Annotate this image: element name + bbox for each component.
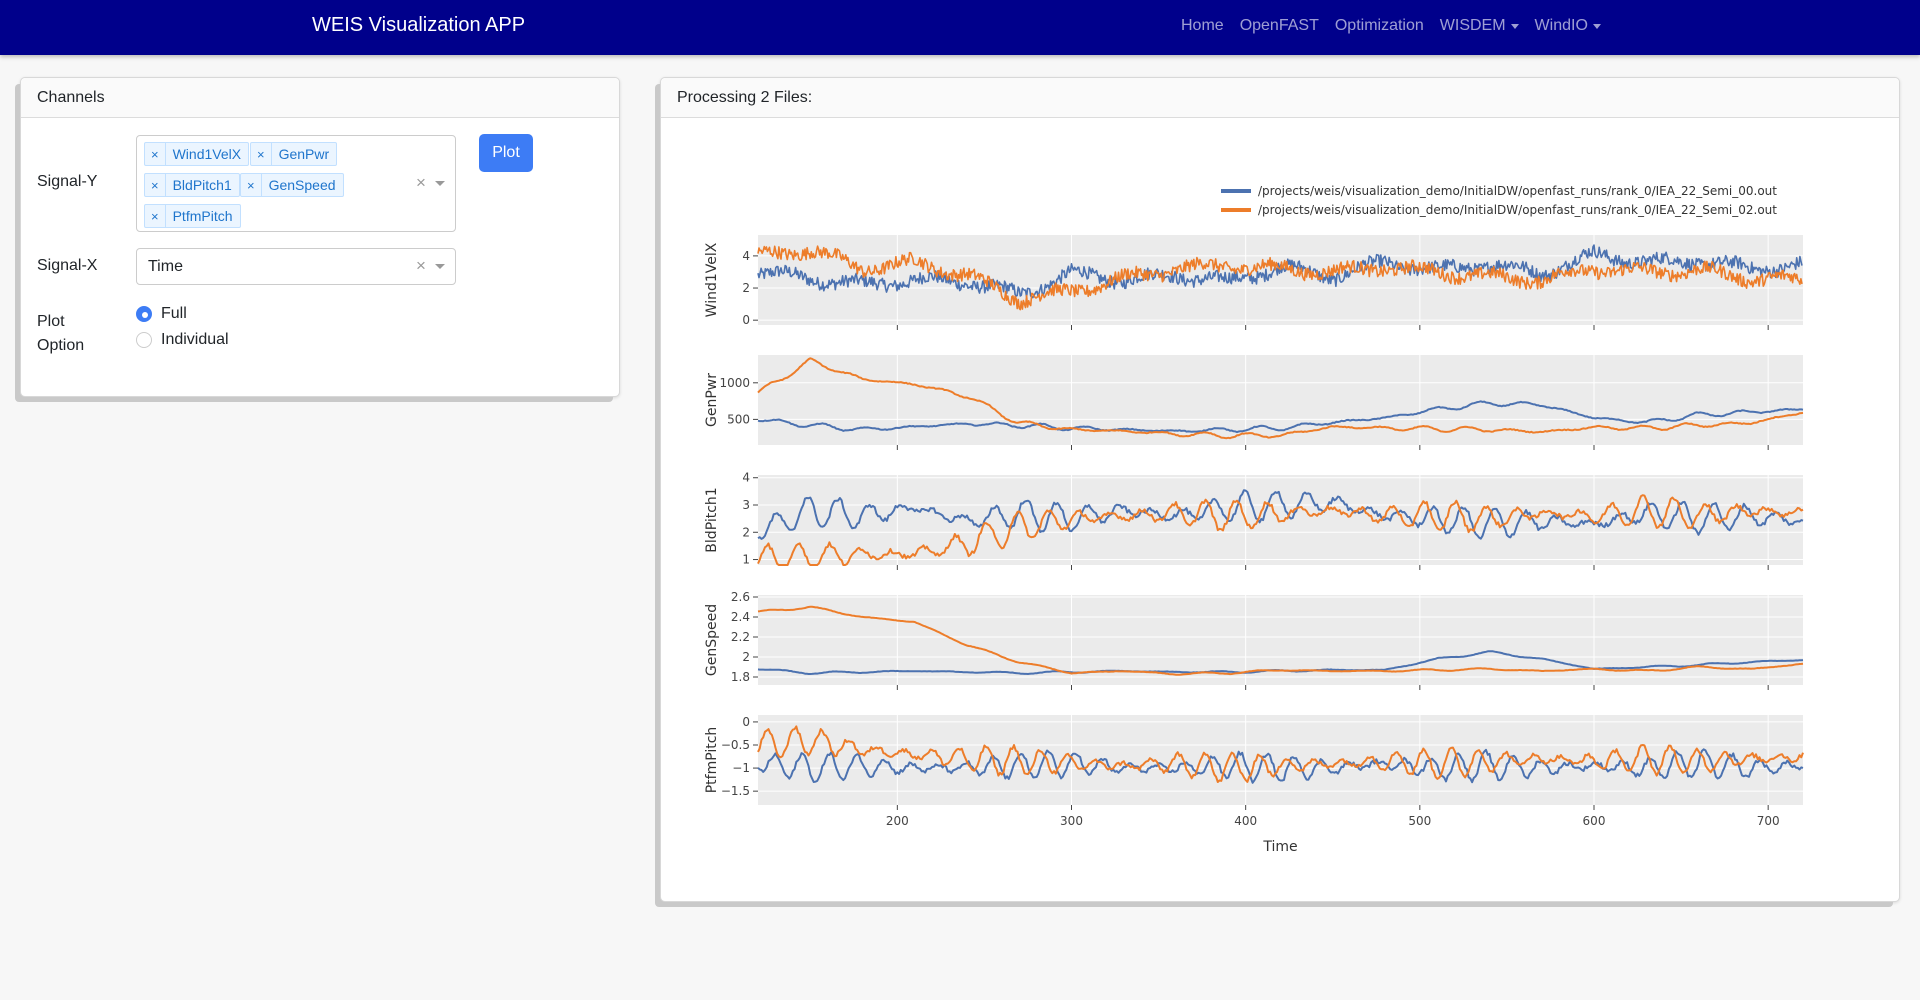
y-tick-label: 2 (742, 650, 750, 664)
plot-option-label-line1: Plot (37, 313, 65, 330)
clear-icon[interactable]: × (416, 256, 426, 275)
series-line-1-0 (757, 400, 1804, 434)
y-axis-label-4: PtfmPitch (704, 727, 720, 794)
nav-optimization-label: Optimization (1334, 17, 1424, 34)
y-tick-label: −1.5 (721, 784, 750, 798)
legend-label-1: /projects/weis/visualization_demo/Initia… (1258, 203, 1777, 217)
series-line-1-1 (757, 357, 1804, 440)
chevron-down-icon (1510, 23, 1519, 29)
y-axis-label-1: GenPwr (704, 373, 720, 427)
plot-button[interactable]: Plot (479, 134, 533, 172)
series-line-0-1 (757, 245, 1803, 311)
nav-wisdem-dropdown[interactable]: WISDEM (1440, 17, 1519, 35)
plot-option-label-line2: Option (37, 337, 85, 354)
remove-chip-icon[interactable]: × (145, 143, 166, 165)
y-axis-label-0: Wind1VelX (704, 242, 720, 317)
signal-x-select[interactable]: Time × (136, 248, 456, 285)
plot-option-label: Plot Option (37, 310, 84, 358)
y-tick-label: −1 (732, 761, 750, 775)
nav-wisdem-label: WISDEM (1439, 17, 1506, 34)
signal-y-label: Signal-Y (37, 173, 98, 190)
y-tick-label: 4 (742, 471, 750, 485)
radio-full-label: Full (161, 305, 187, 322)
nav-optimization[interactable]: Optimization (1335, 17, 1424, 35)
y-tick-label: 500 (727, 412, 750, 426)
y-tick-label: 1.8 (731, 670, 750, 684)
series-line-2-0 (757, 489, 1804, 540)
chevron-down-icon[interactable] (435, 264, 445, 269)
nav-windio-label: WindIO (1534, 17, 1588, 34)
radio-checked-icon (136, 306, 152, 322)
remove-chip-icon[interactable]: × (145, 174, 166, 196)
x-tick-label: 200 (886, 814, 909, 828)
chip-genpwr: × GenPwr (250, 142, 338, 166)
subplot-bg-2 (758, 475, 1803, 565)
subplot-bg-0 (758, 235, 1803, 325)
y-tick-label: 1000 (719, 376, 750, 390)
clear-icon[interactable]: × (416, 173, 426, 192)
chip-label: GenPwr (278, 146, 330, 162)
x-tick-label: 500 (1408, 814, 1431, 828)
channels-header: Channels (21, 78, 619, 118)
chip-label: BldPitch1 (172, 177, 232, 193)
remove-chip-icon[interactable]: × (145, 205, 166, 227)
y-axis-label-2: BldPitch1 (704, 487, 720, 552)
app-title[interactable]: WEIS Visualization APP (312, 14, 526, 36)
y-tick-label: 1 (742, 553, 750, 567)
radio-individual-label: Individual (161, 331, 229, 348)
y-tick-label: 2.2 (731, 630, 750, 644)
series-line-3-1 (757, 605, 1804, 676)
y-tick-label: 2 (742, 525, 750, 539)
x-axis-label: Time (1262, 839, 1297, 855)
nav-links: Home OpenFAST Optimization WISDEM WindIO (1181, 17, 1617, 35)
nav-windio-dropdown[interactable]: WindIO (1535, 17, 1601, 35)
radio-individual[interactable]: Individual (136, 331, 229, 349)
chip-label: GenSpeed (268, 177, 336, 193)
chip-ptfmpitch: × PtfmPitch (144, 204, 241, 228)
x-tick-label: 700 (1757, 814, 1780, 828)
subplot-bg-4 (758, 715, 1803, 805)
nav-home[interactable]: Home (1181, 17, 1224, 35)
y-tick-label: 0 (742, 313, 750, 327)
y-tick-label: 3 (742, 498, 750, 512)
channels-card: Channels Signal-Y × Wind1VelX × GenPwr ×… (20, 77, 620, 397)
y-tick-label: 2.6 (731, 590, 750, 604)
plot-header: Processing 2 Files: (661, 78, 1899, 118)
remove-chip-icon[interactable]: × (251, 143, 272, 165)
signal-x-label: Signal-X (37, 257, 98, 274)
plot-area[interactable]: /projects/weis/visualization_demo/Initia… (661, 118, 1901, 903)
radio-unchecked-icon (136, 332, 152, 348)
chip-wind1velx: × Wind1VelX (144, 142, 250, 166)
chip-label: PtfmPitch (172, 208, 233, 224)
nav-home-label: Home (1181, 17, 1224, 34)
y-tick-label: 0 (742, 715, 750, 729)
nav-openfast-label: OpenFAST (1239, 17, 1319, 34)
chevron-down-icon (1592, 23, 1601, 29)
y-tick-label: −0.5 (721, 738, 750, 752)
signal-y-multiselect[interactable]: × Wind1VelX × GenPwr × BldPitch1 × GenSp… (136, 135, 456, 232)
x-tick-label: 600 (1583, 814, 1606, 828)
subplot-bg-1 (758, 355, 1803, 445)
series-line-4-1 (757, 725, 1804, 783)
y-tick-label: 4 (742, 249, 750, 263)
chip-bldpitch1: × BldPitch1 (144, 173, 240, 197)
radio-full[interactable]: Full (136, 305, 187, 323)
nav-openfast[interactable]: OpenFAST (1240, 17, 1319, 35)
y-tick-label: 2.4 (731, 610, 750, 624)
x-tick-label: 400 (1234, 814, 1257, 828)
y-axis-label-3: GenSpeed (704, 604, 720, 676)
chip-genspeed: × GenSpeed (240, 173, 344, 197)
legend-label-0: /projects/weis/visualization_demo/Initia… (1258, 184, 1777, 198)
remove-chip-icon[interactable]: × (241, 174, 262, 196)
y-tick-label: 2 (742, 281, 750, 295)
chip-label: Wind1VelX (172, 146, 242, 162)
x-tick-label: 300 (1060, 814, 1083, 828)
navbar: WEIS Visualization APP Home OpenFAST Opt… (0, 0, 1920, 55)
chevron-down-icon[interactable] (435, 181, 445, 186)
plot-card: Processing 2 Files: /projects/weis/visua… (660, 77, 1900, 902)
series-line-4-0 (757, 748, 1804, 784)
series-line-2-1 (757, 494, 1804, 566)
signal-x-value: Time (148, 258, 183, 275)
